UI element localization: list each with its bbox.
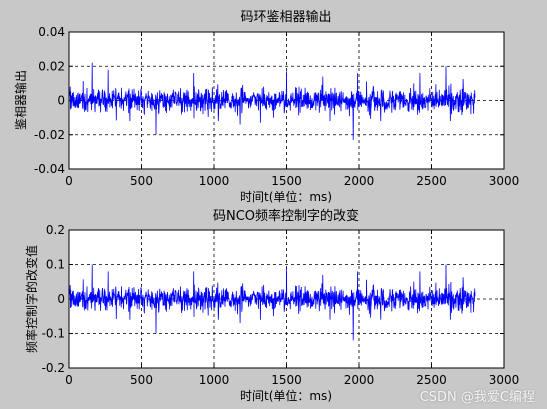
axes-phase-detector: 0 500 1000 1500 2000 2500 3000 -0.04 -0.02 0 0.02 0… bbox=[13, 9, 519, 204]
y-tick-label: 0.02 bbox=[38, 59, 65, 73]
y-tick-label: -0.02 bbox=[34, 128, 65, 142]
x-tick-label: 500 bbox=[130, 373, 153, 387]
axes-border bbox=[68, 229, 505, 369]
y-tick-label: -0.04 bbox=[34, 162, 65, 176]
x-axis-label: 时间t(单位：ms) bbox=[240, 189, 332, 204]
ticks: 0 500 1000 1500 2000 2500 3000 -0.04 -0.02 0 0.02 0… bbox=[34, 25, 519, 188]
x-tick-label: 1000 bbox=[199, 373, 230, 387]
y-axis-label: 频率控制字的改变值 bbox=[24, 245, 39, 353]
y-axis-label: 鉴相器输出 bbox=[13, 70, 28, 130]
y-tick-label: 0 bbox=[57, 94, 65, 108]
y-tick-label: -0.2 bbox=[42, 361, 65, 375]
watermark: CSDN @我爱C编程 bbox=[419, 390, 535, 405]
axes-border bbox=[68, 31, 505, 170]
x-axis-label: 时间t(单位：ms) bbox=[240, 388, 332, 403]
y-tick-label: 0 bbox=[57, 292, 65, 306]
series-line bbox=[68, 264, 476, 341]
chart-title: 码环鉴相器输出 bbox=[240, 9, 331, 25]
y-tick-label: 0.2 bbox=[46, 223, 65, 237]
series-line bbox=[68, 62, 476, 140]
x-tick-label: 2500 bbox=[416, 373, 447, 387]
y-tick-label: 0.1 bbox=[46, 258, 65, 272]
x-tick-label: 1000 bbox=[199, 174, 230, 188]
y-tick-label: -0.1 bbox=[42, 327, 65, 341]
x-tick-label: 2000 bbox=[344, 174, 375, 188]
x-tick-label: 1500 bbox=[271, 373, 302, 387]
ticks: 0 500 1000 1500 2000 2500 3000 -0.2 -0.1 0 0.1 0.2 bbox=[42, 223, 520, 387]
chart-title: 码NCO频率控制字的改变 bbox=[213, 208, 359, 224]
axes-nco-control-word: 0 500 1000 1500 2000 2500 3000-0.2-0.100.10.2 … bbox=[24, 208, 519, 403]
y-tick-label: 0.04 bbox=[38, 25, 65, 39]
x-tick-label: 1500 bbox=[271, 174, 302, 188]
series bbox=[68, 62, 476, 140]
x-tick-label: 3000 bbox=[489, 373, 520, 387]
series bbox=[68, 264, 476, 341]
x-tick-label: 0 bbox=[65, 174, 73, 188]
x-tick-label: 0 bbox=[65, 373, 73, 387]
x-tick-label: 500 bbox=[130, 174, 153, 188]
x-tick-label: 2500 bbox=[416, 174, 447, 188]
x-tick-label: 2000 bbox=[344, 373, 375, 387]
x-tick-label: 3000 bbox=[489, 174, 520, 188]
